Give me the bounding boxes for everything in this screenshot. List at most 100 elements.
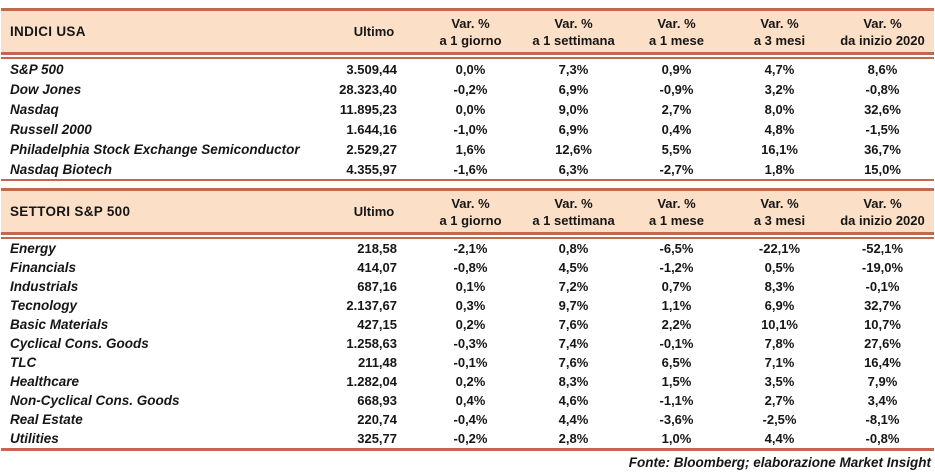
variation-value: -1,5% bbox=[865, 121, 900, 137]
variation-value: 0,1% bbox=[455, 279, 486, 294]
variation-value: 10,1% bbox=[761, 317, 798, 332]
variation-value: -0,1% bbox=[453, 355, 488, 370]
variation-value: 1,6% bbox=[455, 141, 486, 157]
variation-value: -0,4% bbox=[453, 412, 488, 427]
column-header-line2: a 3 mesi bbox=[753, 32, 806, 48]
row-label: Philadelphia Stock Exchange Semiconducto… bbox=[10, 141, 300, 157]
ultimo-value: 218,58 bbox=[357, 241, 397, 256]
variation-value: 0,4% bbox=[455, 393, 486, 408]
ultimo-value: 3.509,44 bbox=[346, 61, 397, 77]
table-row: Energy 218,58 -2,1% 0,8% -6,5% -22,1% -52,1% bbox=[1, 239, 934, 258]
ultimo-value: 687,16 bbox=[357, 279, 397, 294]
variation-value: 7,6% bbox=[558, 317, 589, 332]
column-header-line2: da inizio 2020 bbox=[840, 32, 925, 48]
variation-value: 7,3% bbox=[558, 61, 589, 77]
row-label: Cyclical Cons. Goods bbox=[10, 336, 149, 351]
table-bottom-rule bbox=[1, 448, 934, 451]
row-label: Basic Materials bbox=[10, 317, 109, 332]
variation-value: 4,4% bbox=[558, 412, 589, 427]
variation-value: -2,1% bbox=[453, 241, 488, 256]
variation-value: 32,6% bbox=[864, 101, 901, 117]
variation-value: 10,7% bbox=[864, 317, 901, 332]
row-label: Tecnology bbox=[10, 298, 78, 313]
row-label: Financials bbox=[10, 260, 77, 275]
column-header-line2: a 1 mese bbox=[649, 32, 704, 48]
variation-value: 27,6% bbox=[864, 336, 901, 351]
variation-value: 8,3% bbox=[558, 374, 589, 389]
column-header-var-1-settimana: Var. % a 1 settimana bbox=[522, 195, 625, 229]
row-label: S&P 500 bbox=[10, 61, 64, 77]
variation-value: 15,0% bbox=[864, 161, 901, 177]
variation-value: 36,7% bbox=[864, 141, 901, 157]
ultimo-value: 4.355,97 bbox=[346, 161, 397, 177]
variation-value: 6,9% bbox=[558, 121, 589, 137]
ultimo-value: 1.258,63 bbox=[346, 336, 397, 351]
variation-value: -3,6% bbox=[659, 412, 694, 427]
column-header-line2: a 1 giorno bbox=[439, 32, 502, 48]
variation-value: 8,6% bbox=[867, 61, 898, 77]
column-header-line1: Var. % bbox=[554, 15, 593, 31]
variation-value: 6,9% bbox=[764, 298, 795, 313]
variation-value: 8,3% bbox=[764, 279, 795, 294]
variation-value: -2,5% bbox=[762, 412, 797, 427]
column-header-ultimo: Ultimo bbox=[353, 204, 395, 219]
table-spacer bbox=[1, 181, 934, 188]
column-header-line2: da inizio 2020 bbox=[840, 212, 925, 228]
table-row: Dow Jones 28.323,40 -0,2% 6,9% -0,9% 3,2% -0,8… bbox=[1, 79, 934, 99]
source-attribution: Fonte: Bloomberg; elaborazione Market In… bbox=[628, 455, 931, 470]
row-label: Dow Jones bbox=[10, 81, 82, 97]
variation-value: 1,5% bbox=[661, 374, 692, 389]
row-label: TLC bbox=[10, 355, 37, 370]
row-label: Russell 2000 bbox=[10, 121, 92, 137]
table-row: Industrials 687,16 0,1% 7,2% 0,7% 8,3% -0,1% bbox=[1, 277, 934, 296]
variation-value: 7,2% bbox=[558, 279, 589, 294]
column-header-line2: a 3 mesi bbox=[753, 212, 806, 228]
variation-value: 2,2% bbox=[661, 317, 692, 332]
column-header-line1: Var. % bbox=[451, 15, 490, 31]
column-header-var-1-mese: Var. % a 1 mese bbox=[625, 195, 728, 229]
ultimo-value: 2.529,27 bbox=[346, 141, 397, 157]
variation-value: 6,9% bbox=[558, 81, 589, 97]
ultimo-value: 220,74 bbox=[357, 412, 397, 427]
column-header-var-3-mesi: Var. % a 3 mesi bbox=[728, 15, 831, 49]
variation-value: 0,7% bbox=[661, 279, 692, 294]
variation-value: 0,3% bbox=[455, 298, 486, 313]
column-header-line1: Var. % bbox=[451, 195, 490, 211]
column-header-line2: a 1 giorno bbox=[439, 212, 502, 228]
column-header-var-3-mesi: Var. % a 3 mesi bbox=[728, 195, 831, 229]
variation-value: 7,6% bbox=[558, 355, 589, 370]
variation-value: -1,1% bbox=[659, 393, 694, 408]
variation-value: 0,4% bbox=[661, 121, 692, 137]
variation-value: 4,7% bbox=[764, 61, 795, 77]
variation-value: 0,2% bbox=[455, 374, 486, 389]
variation-value: 0,2% bbox=[455, 317, 486, 332]
table-row: Philadelphia Stock Exchange Semiconducto… bbox=[1, 139, 934, 159]
table-row: Nasdaq Biotech 4.355,97 -1,6% 6,3% -2,7% 1,8%… bbox=[1, 159, 934, 179]
variation-value: -1,6% bbox=[453, 161, 488, 177]
variation-value: 3,4% bbox=[867, 393, 898, 408]
table-title: INDICI USA bbox=[10, 24, 86, 39]
variation-value: -0,9% bbox=[659, 81, 694, 97]
table-row: Russell 2000 1.644,16 -1,0% 6,9% 0,4% 4,8% -1,… bbox=[1, 119, 934, 139]
variation-value: 12,6% bbox=[555, 141, 592, 157]
column-header-line1: Var. % bbox=[863, 15, 902, 31]
ultimo-value: 211,48 bbox=[357, 355, 397, 370]
header-double-rule bbox=[1, 237, 934, 239]
variation-value: -19,0% bbox=[861, 260, 904, 275]
variation-value: 9,7% bbox=[558, 298, 589, 313]
variation-value: 0,0% bbox=[455, 61, 486, 77]
ultimo-value: 668,93 bbox=[357, 393, 397, 408]
ultimo-value: 1.644,16 bbox=[346, 121, 397, 137]
variation-value: -8,1% bbox=[865, 412, 900, 427]
variation-value: -0,1% bbox=[659, 336, 694, 351]
table-row: Healthcare 1.282,04 0,2% 8,3% 1,5% 3,5% 7,9% bbox=[1, 372, 934, 391]
row-label: Industrials bbox=[10, 279, 79, 294]
column-header-line2: a 1 settimana bbox=[532, 212, 615, 228]
variation-value: 1,0% bbox=[661, 431, 692, 446]
variation-value: 16,1% bbox=[761, 141, 798, 157]
table-indici-usa: INDICI USA Ultimo Var. % a 1 giorno Var.… bbox=[1, 8, 934, 181]
variation-value: 4,4% bbox=[764, 431, 795, 446]
variation-value: -1,0% bbox=[453, 121, 488, 137]
column-header-line2: a 1 mese bbox=[649, 212, 704, 228]
table-row: Financials 414,07 -0,8% 4,5% -1,2% 0,5% -19,0% bbox=[1, 258, 934, 277]
